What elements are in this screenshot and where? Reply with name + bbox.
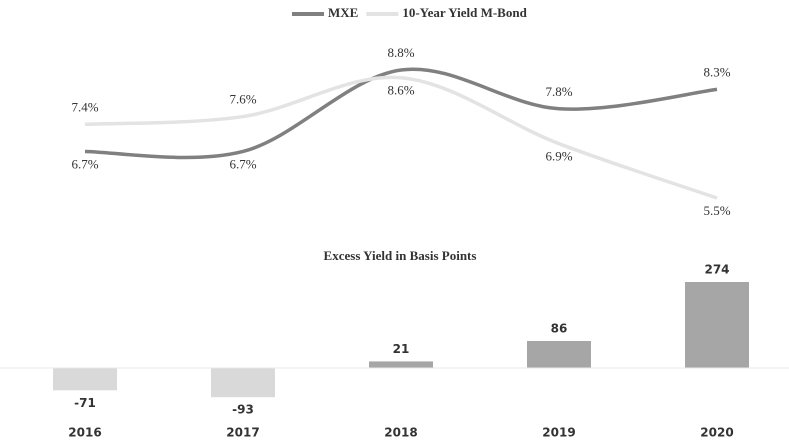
data-label: 7.8% [545, 84, 572, 99]
line-series [84, 67, 718, 160]
bar [211, 368, 275, 398]
legend-label: 10-Year Yield M-Bond [402, 5, 527, 20]
data-label: 21 [393, 342, 410, 356]
bar [685, 282, 749, 368]
data-label: 6.9% [545, 149, 572, 164]
data-label: -93 [232, 403, 254, 417]
x-tick-label: 2020 [700, 426, 733, 440]
x-tick-label: 2019 [542, 426, 575, 440]
bar-title: Excess Yield in Basis Points [324, 248, 477, 263]
data-label: 6.7% [71, 156, 98, 171]
data-label: 5.5% [703, 203, 730, 218]
data-label: 8.8% [387, 45, 414, 60]
legend-label: MXE [328, 5, 358, 20]
data-label: 86 [551, 322, 568, 336]
x-tick-label: 2016 [68, 426, 101, 440]
data-label: 7.4% [71, 99, 98, 114]
data-label: 8.3% [703, 64, 730, 79]
data-label: 7.6% [229, 92, 256, 107]
x-tick-label: 2017 [226, 426, 259, 440]
bar [369, 361, 433, 368]
data-label: -71 [74, 396, 96, 410]
x-tick-label: 2018 [384, 426, 417, 440]
bar [527, 341, 591, 368]
line-series [84, 75, 718, 200]
data-label: 8.6% [387, 83, 414, 98]
data-label: 6.7% [229, 156, 256, 171]
data-label: 274 [704, 263, 729, 277]
bar [53, 368, 117, 391]
